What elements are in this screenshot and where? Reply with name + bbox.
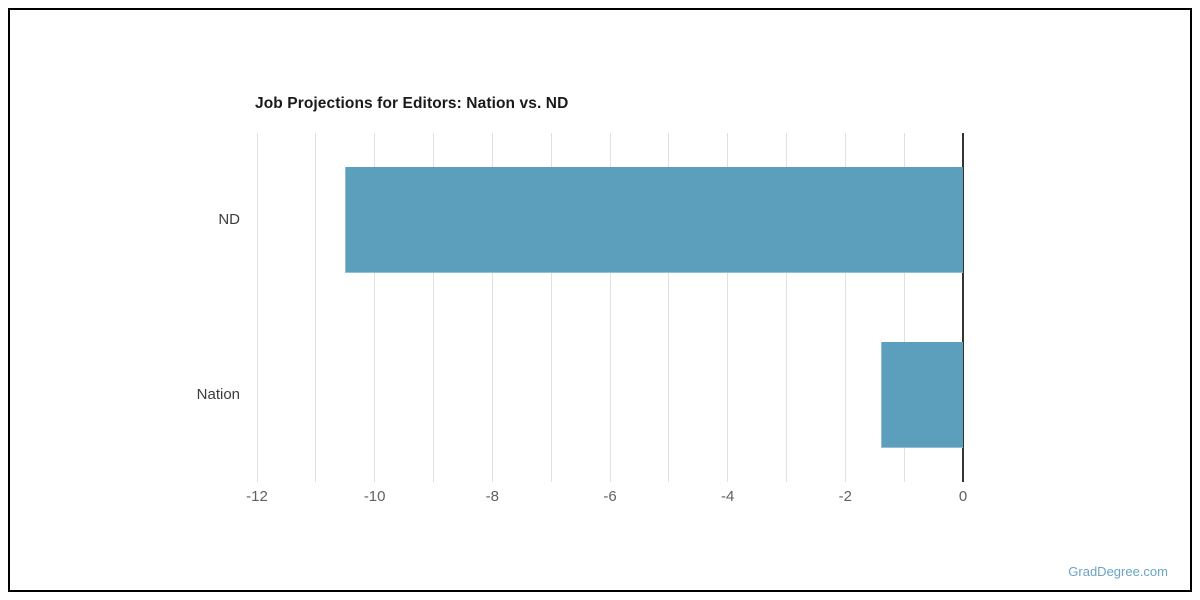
x-axis-label: -6 xyxy=(603,488,617,505)
y-axis-label: Nation xyxy=(196,385,240,403)
x-axis-labels: -12 -10 -8 -6 -4 -2 0 xyxy=(246,488,967,508)
y-axis-labels: ND Nation xyxy=(10,133,240,482)
gridline xyxy=(374,133,376,482)
bar-nd xyxy=(345,167,963,274)
gridline xyxy=(609,133,611,482)
x-axis-label: 0 xyxy=(958,488,968,505)
gridline xyxy=(550,133,552,482)
plot-area xyxy=(256,133,964,482)
gridline xyxy=(786,133,787,482)
watermark-link[interactable]: GradDegree.com xyxy=(1068,564,1168,579)
gridline xyxy=(315,133,317,482)
gridline xyxy=(727,133,729,482)
gridline xyxy=(903,133,905,482)
x-axis-label: -10 xyxy=(363,488,386,505)
zero-axis-line xyxy=(962,133,964,482)
gridline xyxy=(433,133,434,482)
gridline xyxy=(844,133,846,482)
y-axis-label: ND xyxy=(218,211,240,229)
bar-nation xyxy=(880,341,963,448)
gridline xyxy=(256,133,258,482)
chart-title: Job Projections for Editors: Nation vs. … xyxy=(255,95,569,112)
chart-frame: Job Projections for Editors: Nation vs. … xyxy=(8,8,1192,592)
x-axis-label: -12 xyxy=(246,488,268,505)
x-axis-label: -4 xyxy=(720,488,735,505)
gridline xyxy=(668,133,670,482)
gridline xyxy=(491,133,493,482)
x-axis-label: -8 xyxy=(485,488,499,505)
x-axis-label: -2 xyxy=(838,488,852,505)
